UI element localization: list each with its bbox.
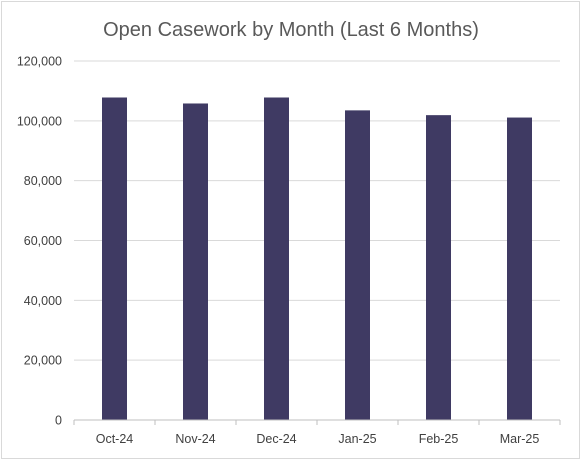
y-tick-label: 40,000 — [24, 294, 62, 308]
bars — [102, 97, 532, 421]
x-tick-label: Feb-25 — [419, 432, 459, 446]
y-tick-label: 20,000 — [24, 354, 62, 368]
bar — [183, 103, 208, 421]
x-tick-label: Jan-25 — [338, 432, 376, 446]
x-tick-label: Nov-24 — [175, 432, 215, 446]
x-tick-label: Oct-24 — [96, 432, 134, 446]
y-axis: 0 20,000 40,000 60,000 80,000 100,000 120,000 — [17, 55, 62, 428]
x-tick-label: Dec-24 — [256, 432, 296, 446]
bar — [102, 97, 127, 420]
gridlines — [74, 60, 560, 361]
y-tick-label: 100,000 — [17, 114, 62, 128]
y-tick-label: 0 — [55, 414, 62, 428]
y-tick-label: 60,000 — [24, 234, 62, 248]
bar — [345, 110, 370, 421]
x-axis: Oct-24 Nov-24 Dec-24 Jan-25 Feb-25 Mar-25 — [73, 419, 561, 446]
bar — [426, 115, 451, 420]
y-tick-label: 80,000 — [24, 174, 62, 188]
y-tick-label: 120,000 — [17, 55, 62, 69]
x-tick-label: Mar-25 — [500, 432, 540, 446]
bar — [264, 97, 289, 420]
bar — [507, 117, 532, 420]
chart-title: Open Casework by Month (Last 6 Months) — [103, 19, 479, 41]
